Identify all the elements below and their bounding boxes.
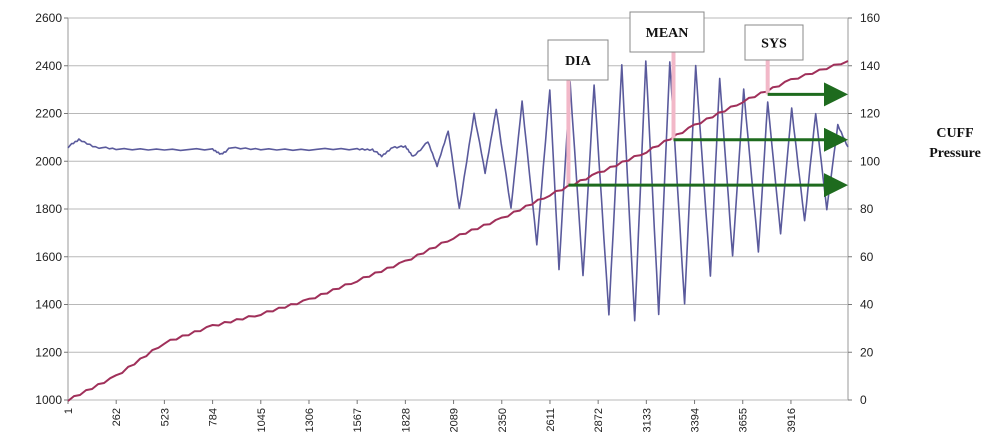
oscillometric-signal-line — [67, 60, 849, 322]
annotation-box — [744, 24, 804, 61]
x-tick-label: 3394 — [690, 408, 702, 432]
x-tick-label: 262 — [111, 408, 123, 426]
x-tick-label: 523 — [159, 408, 171, 426]
x-tick-label: 1828 — [400, 408, 412, 432]
left-axis-ticks: 1000 1200 1400 1600 1800 2000 2200 2400 2600 — [35, 11, 62, 407]
left-tick-label: 1400 — [35, 298, 62, 312]
cuff-pressure-line — [67, 60, 849, 402]
right-tick-label: 40 — [860, 298, 874, 312]
right-tick-label: 140 — [860, 59, 880, 73]
annotation-label: SYS — [761, 37, 787, 52]
annotation-box — [547, 39, 609, 81]
x-tick-label: 3133 — [641, 408, 653, 432]
x-tick-label: 1306 — [304, 408, 316, 432]
annotations: DIA MEAN SYS — [547, 11, 848, 198]
annotation-label: MEAN — [646, 26, 689, 41]
x-tick-label: 784 — [208, 408, 220, 426]
left-tick-label: 2400 — [35, 59, 62, 73]
x-tick-label: 2872 — [593, 408, 605, 432]
series-group — [67, 60, 849, 402]
right-tick-label: 100 — [860, 154, 880, 168]
grid-lines — [64, 17, 852, 404]
annotation-box — [629, 11, 705, 53]
left-tick-label: 1800 — [35, 202, 62, 216]
left-tick-label: 2200 — [35, 107, 62, 121]
x-tick-label: 2089 — [449, 408, 461, 432]
right-tick-label: 80 — [860, 202, 874, 216]
x-tick-label: 3655 — [738, 408, 750, 432]
right-tick-label: 0 — [860, 393, 867, 407]
right-tick-label: 120 — [860, 107, 880, 121]
left-tick-label: 1600 — [35, 250, 62, 264]
x-tick-label: 1045 — [256, 408, 268, 432]
x-tick-label: 2611 — [545, 408, 557, 432]
x-tick-label: 1567 — [352, 408, 364, 432]
x-axis-ticks: 1 262 523 784 1045 1306 1567 1828 2089 2350 2611 28… — [63, 408, 798, 432]
left-tick-label: 2000 — [35, 154, 62, 168]
right-tick-label: 20 — [860, 345, 874, 359]
x-tick-label: 2350 — [497, 408, 509, 432]
cuff-label-line: CUFF — [936, 126, 973, 141]
left-tick-label: 1000 — [35, 393, 62, 407]
x-tick-label: 3916 — [786, 408, 798, 432]
left-tick-label: 2600 — [35, 11, 62, 25]
x-tick-label: 1 — [63, 408, 75, 414]
cuff-pressure-label: CUFF Pressure — [929, 126, 981, 161]
cuff-label-line: Pressure — [929, 146, 981, 161]
annotation-label: DIA — [565, 54, 592, 69]
right-tick-label: 60 — [860, 250, 874, 264]
right-axis-ticks: 0 20 40 60 80 100 120 140 160 — [860, 11, 880, 407]
right-tick-label: 160 — [860, 11, 880, 25]
left-tick-label: 1200 — [35, 345, 62, 359]
